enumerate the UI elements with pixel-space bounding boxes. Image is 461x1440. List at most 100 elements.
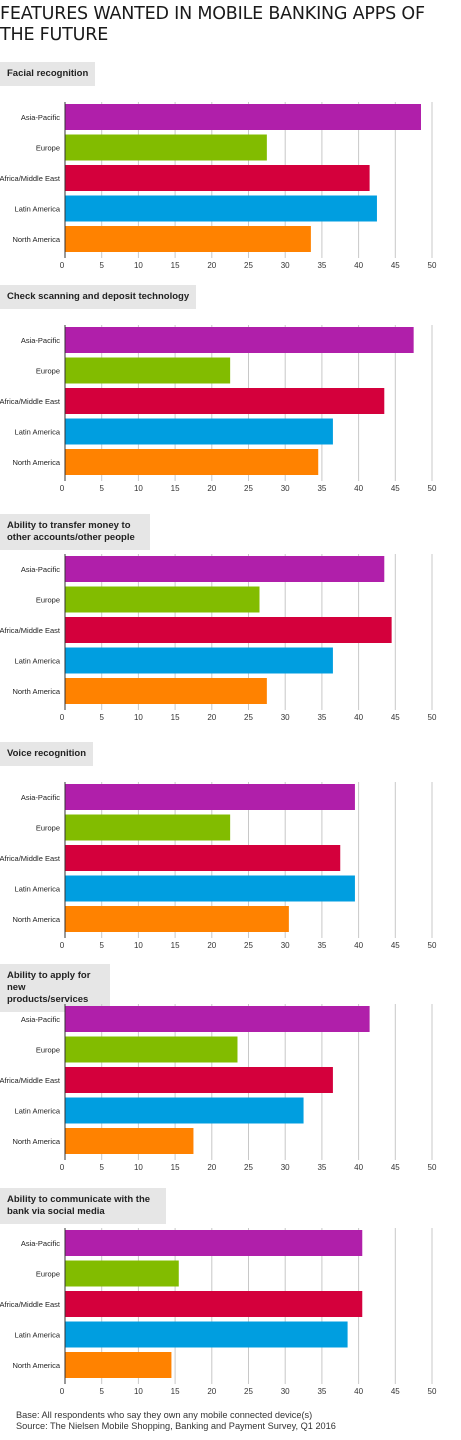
chart-title: Ability to communicate with the bank via… — [0, 1188, 166, 1224]
bar-africa-middle-east — [65, 1291, 363, 1317]
category-label-europe: Europe — [36, 367, 60, 376]
tick-label-40: 40 — [354, 941, 363, 950]
tick-label-35: 35 — [317, 1163, 326, 1172]
bar-chart-social-media: Asia-Pacific Europe Africa/Middle East Lati… — [0, 1228, 437, 1396]
bar-chart-facial-recognition: Asia-Pacific Europe Africa/Middle East Lati… — [0, 102, 437, 270]
chart-panel-facial-recognition: Facial recognition Asia-Pacific Europe Afr… — [0, 62, 461, 282]
category-label-europe: Europe — [36, 1046, 60, 1055]
category-label-north-america: North America — [12, 687, 60, 696]
tick-label-15: 15 — [171, 713, 180, 722]
chart-title: Ability to transfer money to other accou… — [0, 514, 150, 550]
tick-label-15: 15 — [171, 484, 180, 493]
chart-title: Check scanning and deposit technology — [0, 285, 197, 309]
bar-europe — [65, 134, 267, 161]
bar-chart-transfer-money: Asia-Pacific Europe Africa/Middle East Lati… — [0, 554, 437, 722]
bar-africa-middle-east — [65, 165, 370, 191]
tick-label-10: 10 — [134, 261, 143, 270]
tick-label-25: 25 — [244, 484, 253, 493]
chart-panel-transfer-money: Ability to transfer money to other accou… — [0, 514, 461, 734]
bar-north-america — [65, 449, 319, 475]
tick-label-20: 20 — [207, 1387, 216, 1396]
bar-north-america — [65, 1128, 194, 1154]
tick-label-35: 35 — [317, 941, 326, 950]
tick-label-15: 15 — [171, 1163, 180, 1172]
bar-asia-pacific — [65, 104, 421, 130]
tick-label-35: 35 — [317, 713, 326, 722]
bar-africa-middle-east — [65, 1067, 333, 1093]
tick-label-25: 25 — [244, 1387, 253, 1396]
tick-label-45: 45 — [391, 713, 400, 722]
chart-title: Facial recognition — [0, 62, 96, 86]
bar-asia-pacific — [65, 784, 355, 810]
footnote-base: Base: All respondents who say they own a… — [16, 1410, 313, 1420]
category-label-europe: Europe — [36, 1270, 60, 1279]
tick-label-5: 5 — [99, 484, 104, 493]
bar-asia-pacific — [65, 1006, 370, 1032]
category-label-asia-pacific: Asia-Pacific — [21, 113, 60, 122]
tick-label-20: 20 — [207, 1163, 216, 1172]
tick-label-0: 0 — [60, 713, 65, 722]
bar-latin-america — [65, 418, 333, 445]
bar-asia-pacific — [65, 327, 414, 353]
chart-panel-voice-recognition: Voice recognition Asia-Pacific Europe Afri… — [0, 742, 461, 962]
tick-label-10: 10 — [134, 484, 143, 493]
tick-label-35: 35 — [317, 261, 326, 270]
tick-label-45: 45 — [391, 484, 400, 493]
tick-label-50: 50 — [428, 1387, 437, 1396]
tick-label-10: 10 — [134, 1387, 143, 1396]
tick-label-0: 0 — [60, 1387, 65, 1396]
bar-latin-america — [65, 1097, 304, 1124]
bar-europe — [65, 357, 231, 384]
tick-label-30: 30 — [281, 484, 290, 493]
tick-label-40: 40 — [354, 713, 363, 722]
tick-label-25: 25 — [244, 261, 253, 270]
category-label-north-america: North America — [12, 235, 60, 244]
tick-label-0: 0 — [60, 941, 65, 950]
tick-label-20: 20 — [207, 484, 216, 493]
category-label-africa-middle-east: Africa/Middle East — [0, 174, 61, 183]
bar-north-america — [65, 678, 267, 704]
tick-label-30: 30 — [281, 1387, 290, 1396]
tick-label-10: 10 — [134, 713, 143, 722]
bar-africa-middle-east — [65, 388, 385, 414]
bar-chart-voice-recognition: Asia-Pacific Europe Africa/Middle East Lati… — [0, 782, 437, 950]
chart-panel-social-media: Ability to communicate with the bank via… — [0, 1188, 461, 1408]
chart-title: Ability to apply for new products/servic… — [0, 964, 110, 1012]
tick-label-5: 5 — [99, 713, 104, 722]
bar-latin-america — [65, 647, 333, 674]
tick-label-0: 0 — [60, 261, 65, 270]
tick-label-10: 10 — [134, 941, 143, 950]
tick-label-50: 50 — [428, 1163, 437, 1172]
bar-europe — [65, 586, 260, 613]
bar-europe — [65, 1036, 238, 1063]
category-label-latin-america: Latin America — [15, 428, 61, 437]
tick-label-25: 25 — [244, 713, 253, 722]
bar-europe — [65, 814, 231, 841]
tick-label-20: 20 — [207, 941, 216, 950]
tick-label-5: 5 — [99, 1387, 104, 1396]
category-label-latin-america: Latin America — [15, 657, 61, 666]
tick-label-50: 50 — [428, 484, 437, 493]
category-label-latin-america: Latin America — [15, 1107, 61, 1116]
tick-label-15: 15 — [171, 941, 180, 950]
tick-label-5: 5 — [99, 1163, 104, 1172]
bar-north-america — [65, 1352, 172, 1378]
category-label-africa-middle-east: Africa/Middle East — [0, 854, 61, 863]
bar-latin-america — [65, 195, 377, 222]
category-label-asia-pacific: Asia-Pacific — [21, 793, 60, 802]
tick-label-25: 25 — [244, 1163, 253, 1172]
tick-label-30: 30 — [281, 713, 290, 722]
category-label-asia-pacific: Asia-Pacific — [21, 565, 60, 574]
tick-label-20: 20 — [207, 713, 216, 722]
footnote: Base: All respondents who say they own a… — [16, 1410, 336, 1432]
tick-label-0: 0 — [60, 1163, 65, 1172]
tick-label-5: 5 — [99, 941, 104, 950]
bar-north-america — [65, 226, 311, 252]
tick-label-30: 30 — [281, 1163, 290, 1172]
chart-title: Voice recognition — [0, 742, 94, 766]
bar-latin-america — [65, 1321, 348, 1348]
tick-label-30: 30 — [281, 261, 290, 270]
bar-latin-america — [65, 875, 355, 902]
tick-label-50: 50 — [428, 941, 437, 950]
tick-label-35: 35 — [317, 484, 326, 493]
